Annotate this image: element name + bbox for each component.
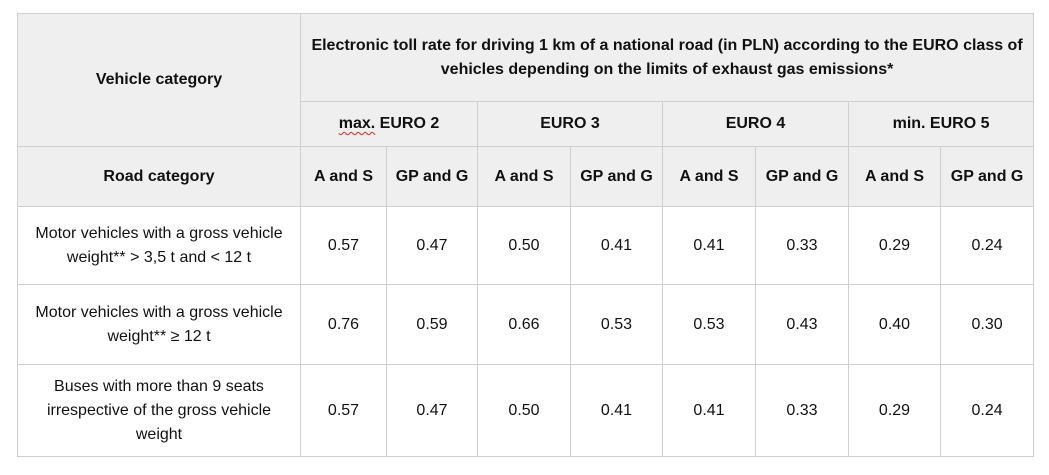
- table-row: Motor vehicles with a gross vehicle weig…: [17, 206, 1035, 285]
- road-type-header: A and S: [477, 146, 571, 207]
- toll-rate-table: Vehicle category Electronic toll rate fo…: [17, 13, 1035, 457]
- euro-class-prefix: max.: [338, 115, 376, 132]
- vehicle-category-header: Vehicle category: [17, 13, 301, 147]
- rate-cell: 0.30: [939, 284, 1035, 365]
- road-type-header: A and S: [300, 146, 387, 207]
- rate-cell: 0.76: [300, 284, 387, 365]
- rate-cell: 0.33: [755, 364, 849, 457]
- road-type-header: GP and G: [570, 146, 663, 207]
- rate-cell: 0.53: [570, 284, 663, 365]
- rate-cell: 0.41: [570, 364, 663, 457]
- toll-rate-header: Electronic toll rate for driving 1 km of…: [299, 13, 1035, 102]
- road-type-header: GP and G: [939, 146, 1035, 207]
- rate-cell: 0.50: [477, 364, 571, 457]
- vehicle-category-cell: Motor vehicles with a gross vehicle weig…: [17, 206, 301, 285]
- road-type-header: A and S: [662, 146, 756, 207]
- rate-cell: 0.47: [386, 364, 478, 457]
- euro-class-header: EURO 3: [477, 101, 663, 147]
- rate-cell: 0.47: [386, 206, 478, 285]
- header-row-main: Vehicle category Electronic toll rate fo…: [17, 13, 1035, 147]
- euro-class-label: EURO 2: [379, 115, 440, 132]
- rate-cell: 0.41: [570, 206, 663, 285]
- rate-cell: 0.57: [300, 206, 387, 285]
- road-type-header: A and S: [848, 146, 941, 207]
- rate-cell: 0.41: [662, 206, 756, 285]
- header-row-road: Road category A and S GP and G A and S G…: [17, 146, 1035, 207]
- road-type-header: GP and G: [755, 146, 849, 207]
- rate-cell: 0.59: [386, 284, 478, 365]
- road-category-header: Road category: [17, 146, 301, 207]
- euro-class-header: min. EURO 5: [847, 101, 1035, 147]
- table-row: Buses with more than 9 seats irrespectiv…: [17, 364, 1035, 457]
- road-type-header: GP and G: [386, 146, 478, 207]
- rate-cell: 0.29: [848, 206, 941, 285]
- rate-cell: 0.29: [848, 364, 941, 457]
- euro-class-header: EURO 4: [662, 101, 849, 147]
- table-row: Motor vehicles with a gross vehicle weig…: [17, 284, 1035, 365]
- header-row-euro: max. EURO 2 EURO 3 EURO 4 min. EURO 5: [18, 101, 1035, 147]
- vehicle-category-cell: Buses with more than 9 seats irrespectiv…: [17, 364, 301, 457]
- euro-class-header: max. EURO 2: [300, 101, 478, 147]
- rate-cell: 0.43: [755, 284, 849, 365]
- rate-cell: 0.53: [662, 284, 756, 365]
- rate-cell: 0.24: [939, 206, 1035, 285]
- rate-cell: 0.41: [662, 364, 756, 457]
- vehicle-category-cell: Motor vehicles with a gross vehicle weig…: [17, 284, 301, 365]
- rate-cell: 0.40: [848, 284, 941, 365]
- rate-cell: 0.33: [755, 206, 849, 285]
- rate-cell: 0.50: [477, 206, 571, 285]
- rate-cell: 0.57: [300, 364, 387, 457]
- rate-cell: 0.66: [477, 284, 571, 365]
- rate-cell: 0.24: [939, 364, 1035, 457]
